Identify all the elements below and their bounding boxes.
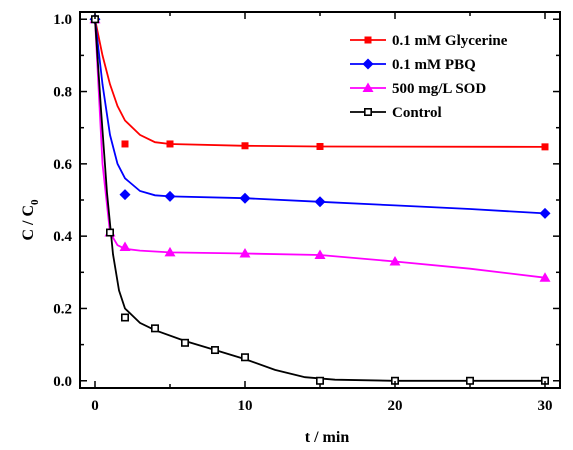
x-tick-label: 20 xyxy=(388,398,403,414)
y-axis-title-subscript: 0 xyxy=(29,199,41,205)
data-point xyxy=(164,246,176,257)
data-point xyxy=(241,353,250,362)
legend-label: 0.1 mM Glycerine xyxy=(392,33,508,49)
legend-label: 500 mg/L SOD xyxy=(392,81,486,97)
legend: 0.1 mM Glycerine 0.1 mM PBQ 500 mg/L SOD Co… xyxy=(350,33,508,121)
legend-marker xyxy=(362,82,374,92)
legend-item-1: 0.1 mM PBQ xyxy=(350,57,476,73)
series-line xyxy=(94,19,546,215)
data-point xyxy=(465,376,474,385)
data-point xyxy=(211,346,220,355)
data-point xyxy=(314,249,326,259)
legend-marker xyxy=(364,36,372,44)
y-tick-label: 1.0 xyxy=(53,12,72,28)
data-point xyxy=(181,338,190,347)
data-point xyxy=(314,196,326,208)
data-point xyxy=(121,313,130,322)
y-tick-label: 0.0 xyxy=(53,374,72,390)
axes: 0 10 20 30 0.0 0.2 0.4 0.6 0.8 1.0 xyxy=(53,11,561,414)
y-axis-title: C / C0 xyxy=(20,199,41,241)
x-tick-label: 30 xyxy=(538,398,553,414)
x-tick-label: 0 xyxy=(91,398,99,414)
y-tick-label: 0.6 xyxy=(53,157,72,173)
data-point xyxy=(151,324,160,333)
legend-marker xyxy=(362,58,374,70)
data-point xyxy=(389,255,401,266)
legend-marker xyxy=(363,108,372,117)
data-point xyxy=(239,192,251,204)
plot-area xyxy=(89,13,551,385)
y-tick-label: 0.4 xyxy=(53,229,72,245)
data-point xyxy=(166,140,174,148)
y-tick-label: 0.8 xyxy=(53,85,72,101)
data-point xyxy=(119,241,131,251)
data-point xyxy=(541,143,549,151)
data-point xyxy=(539,272,551,282)
y-tick-label: 0.2 xyxy=(53,301,72,317)
legend-label: 0.1 mM PBQ xyxy=(392,57,476,73)
data-point xyxy=(121,140,129,148)
series-line xyxy=(94,19,546,279)
legend-item-0: 0.1 mM Glycerine xyxy=(350,33,508,49)
data-point xyxy=(539,207,551,219)
legend-item-3: Control xyxy=(350,105,442,121)
data-point xyxy=(164,190,176,202)
data-point xyxy=(315,376,324,385)
legend-label: Control xyxy=(392,105,442,121)
x-tick-label: 10 xyxy=(238,398,253,414)
series-line xyxy=(94,19,546,148)
data-point xyxy=(241,142,249,150)
data-point xyxy=(316,142,324,150)
y-axis-title-main: C / C xyxy=(20,205,37,241)
y-axis-title-group: C / C0 xyxy=(20,199,41,241)
legend-item-2: 500 mg/L SOD xyxy=(350,81,486,97)
data-point xyxy=(119,189,131,201)
data-point xyxy=(106,228,115,237)
x-axis-title: t / min xyxy=(305,429,350,446)
data-point xyxy=(239,248,251,258)
